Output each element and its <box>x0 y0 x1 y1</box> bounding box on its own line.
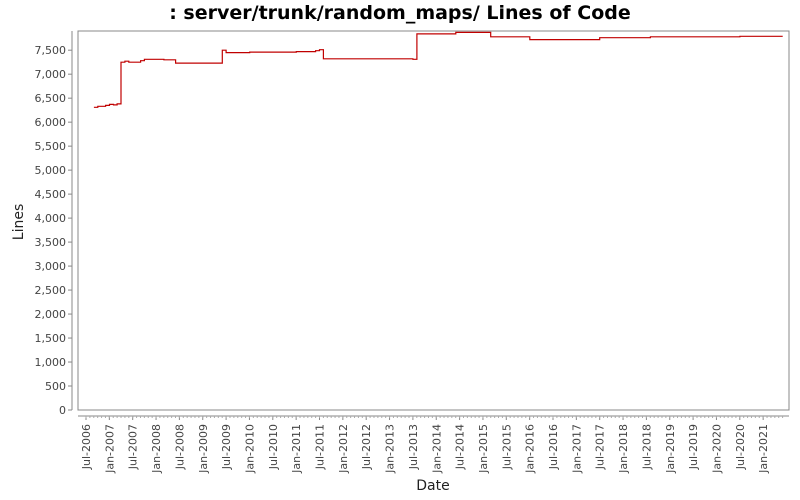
x-tick-label: Jul-2011 <box>314 424 327 470</box>
x-tick-label: Jul-2013 <box>407 424 420 470</box>
x-tick-label: Jul-2006 <box>80 424 93 470</box>
x-tick-label: Jan-2016 <box>524 424 537 474</box>
x-tick-label: Jul-2020 <box>734 424 747 470</box>
y-tick-label: 4,500 <box>35 188 67 201</box>
x-tick-label: Jul-2010 <box>267 424 280 470</box>
x-tick-label: Jul-2012 <box>360 424 373 470</box>
y-tick-label: 7,000 <box>35 68 67 81</box>
x-tick-label: Jul-2014 <box>454 424 467 470</box>
x-tick-label: Jan-2021 <box>757 424 770 474</box>
y-tick-label: 500 <box>45 380 66 393</box>
y-tick-label: 6,500 <box>35 92 67 105</box>
x-tick-label: Jan-2020 <box>710 424 723 474</box>
x-tick-label: Jul-2018 <box>640 424 653 470</box>
x-tick-label: Jan-2007 <box>103 424 116 474</box>
x-tick-label: Jan-2010 <box>243 424 256 474</box>
y-tick-label: 4,000 <box>35 212 67 225</box>
x-tick-label: Jan-2017 <box>570 424 583 474</box>
x-tick-label: Jul-2007 <box>127 424 140 470</box>
x-tick-label: Jan-2009 <box>197 424 210 474</box>
x-tick-label: Jan-2011 <box>290 424 303 474</box>
plot-background <box>77 30 790 411</box>
x-tick-label: Jan-2014 <box>430 424 443 474</box>
x-axis-title: Date <box>416 478 449 494</box>
x-tick-label: Jul-2019 <box>687 424 700 470</box>
series-line <box>93 31 783 108</box>
x-axis: Jul-2006 Jan-2007 Jul-2007 Jan-2008 Jul-2008… <box>78 415 789 474</box>
x-tick-label: Jan-2018 <box>617 424 630 474</box>
series-layer <box>93 31 783 108</box>
chart-title: : server/trunk/random_maps/ Lines of Cod… <box>169 2 631 24</box>
y-tick-label: 2,000 <box>35 308 67 321</box>
y-tick-label: 6,000 <box>35 116 67 129</box>
x-tick-label: Jul-2015 <box>500 424 513 470</box>
x-tick-label: Jan-2008 <box>150 424 163 474</box>
x-tick-label: Jul-2008 <box>173 424 186 470</box>
y-tick-label: 1,500 <box>35 332 67 345</box>
y-tick-label: 3,500 <box>35 236 67 249</box>
x-tick-label: Jan-2015 <box>477 424 490 474</box>
y-tick-label: 7,500 <box>35 44 67 57</box>
y-axis: 0 500 1,000 1,500 2,000 2,500 3,000 3,500 4,000 4… <box>35 31 73 417</box>
y-tick-label: 3,000 <box>35 260 67 273</box>
x-tick-label: Jul-2016 <box>547 424 560 470</box>
x-tick-label: Jan-2012 <box>337 424 350 474</box>
x-tick-label: Jul-2017 <box>594 424 607 470</box>
y-tick-label: 0 <box>59 404 66 417</box>
y-axis-title: Lines <box>11 204 27 240</box>
y-tick-label: 5,000 <box>35 164 67 177</box>
x-tick-label: Jul-2009 <box>220 424 233 470</box>
y-tick-label: 2,500 <box>35 284 67 297</box>
x-tick-label: Jan-2013 <box>384 424 397 474</box>
x-tick-label: Jan-2019 <box>664 424 677 474</box>
y-tick-label: 5,500 <box>35 140 67 153</box>
y-tick-label: 1,000 <box>35 356 67 369</box>
